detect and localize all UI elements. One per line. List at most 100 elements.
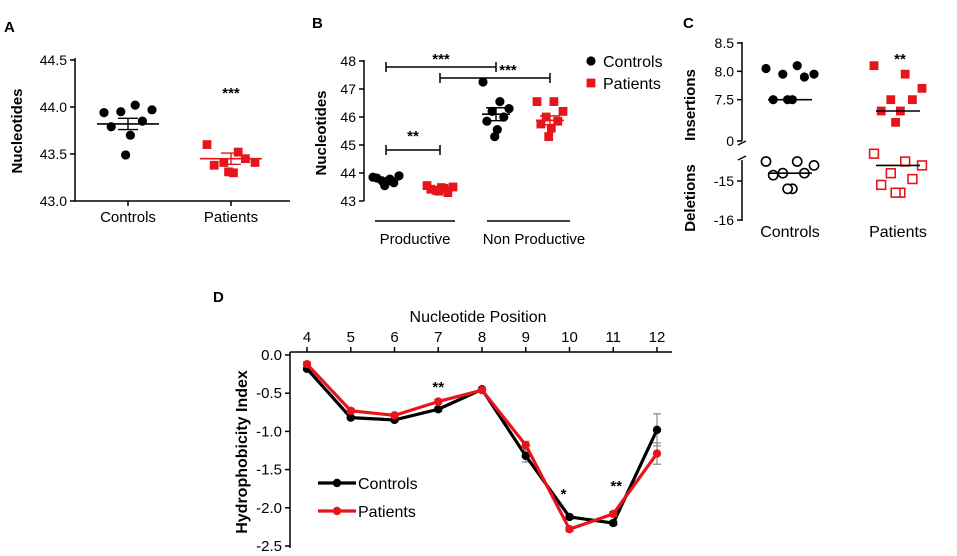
panel-d-point-controls bbox=[434, 405, 443, 414]
panel-c-deletion-point-patients bbox=[875, 179, 887, 191]
panel-label-a: A bbox=[4, 19, 15, 36]
panel-b-y-tick-label: 45 bbox=[340, 137, 356, 153]
panel-c-deletion-point-controls bbox=[760, 156, 772, 167]
panel-c-x-tick-label: Controls bbox=[760, 224, 820, 241]
panel-d-point-patients bbox=[434, 397, 443, 406]
panel-c-insertion-point-controls bbox=[792, 61, 802, 71]
panel-d-title: Nucleotide Position bbox=[410, 309, 547, 326]
panel-b-point-patients bbox=[549, 97, 559, 106]
panel-b-point-patients bbox=[541, 112, 551, 122]
panel-a-point-controls bbox=[99, 108, 109, 118]
panel-d-point-patients bbox=[477, 385, 487, 395]
panel-c-insertion-point-patients bbox=[886, 95, 896, 105]
panel-d-y-tick-label: -0.5 bbox=[256, 385, 282, 402]
panel-d-y-tick-label: -2.5 bbox=[256, 538, 282, 555]
panel-d-significance-label: ** bbox=[610, 478, 622, 495]
panel-c-axis-break bbox=[737, 155, 747, 161]
panel-d-x-tick-label: 4 bbox=[303, 329, 311, 346]
panel-c-bottom-y-tick-label: -15 bbox=[714, 173, 734, 189]
panel-b-point-controls bbox=[380, 181, 390, 191]
panel-a: A Nucleotides 43.0 43.5 44.0 44.5 Controls Pa… bbox=[4, 19, 290, 226]
panel-a-point-controls bbox=[125, 130, 135, 140]
panel-c-insertion-point-patients bbox=[908, 95, 917, 105]
panel-d-point-patients bbox=[390, 411, 399, 420]
panel-b-point-patients bbox=[443, 188, 453, 197]
panel-c-insertion-point-patients bbox=[900, 69, 910, 79]
panel-a-point-patients bbox=[209, 160, 219, 170]
panel-b-legend-label: Patients bbox=[603, 76, 661, 93]
panel-b-point-patients bbox=[536, 119, 546, 129]
panel-b-point-patients bbox=[546, 123, 556, 133]
panel-c-zero-tick-label: 0 bbox=[726, 133, 734, 149]
panel-d-point-patients bbox=[302, 359, 312, 369]
panel-b-point-patients bbox=[544, 132, 554, 141]
panel-c-insertion-point-patients bbox=[869, 61, 879, 71]
panel-a-x-tick-label: Controls bbox=[100, 209, 156, 226]
panel-b-point-controls bbox=[492, 125, 502, 135]
panel-b-point-controls bbox=[478, 77, 488, 87]
panel-c-insertion-point-controls bbox=[799, 72, 810, 82]
panel-b-significance-label: *** bbox=[432, 51, 450, 68]
panel-b-legend-marker-patients bbox=[586, 78, 596, 88]
panel-c-deletion-point-patients bbox=[868, 148, 880, 159]
panel-b-group-label: Non Productive bbox=[483, 231, 586, 248]
panel-c-insertion-point-controls bbox=[809, 69, 819, 79]
panel-d-x-tick-label: 9 bbox=[522, 329, 530, 346]
panel-a-x-tick-label: Patients bbox=[204, 209, 258, 226]
panel-c-axis-break bbox=[737, 140, 747, 146]
panel-b-point-controls bbox=[495, 97, 505, 107]
panel-b: B Nucleotides 43 44 45 46 47 48 Productive Non … bbox=[312, 15, 663, 248]
panel-c-top-y-tick-label: 7.5 bbox=[715, 92, 735, 108]
panel-label-d: D bbox=[213, 289, 224, 306]
panel-b-y-tick-label: 47 bbox=[340, 81, 356, 97]
panel-a-y-tick-label: 43.5 bbox=[40, 146, 67, 162]
panel-b-y-tick-label: 44 bbox=[340, 165, 356, 181]
panel-c-top-y-tick-label: 8.0 bbox=[715, 63, 735, 79]
panel-b-point-controls bbox=[504, 104, 514, 114]
panel-a-point-patients bbox=[202, 140, 212, 149]
panel-c-deletion-point-controls bbox=[767, 169, 779, 181]
panel-c-insertion-point-patients bbox=[891, 117, 900, 127]
panel-d-point-patients bbox=[609, 509, 618, 519]
panel-d-point-patients bbox=[565, 524, 574, 534]
panel-a-y-tick-label: 43.0 bbox=[40, 193, 67, 209]
panel-d-point-controls bbox=[565, 512, 574, 522]
panel-d-legend-label: Patients bbox=[358, 504, 416, 521]
panel-b-y-axis-title: Nucleotides bbox=[313, 90, 330, 175]
panel-b-significance-label: ** bbox=[407, 128, 419, 145]
panel-a-y-tick-label: 44.0 bbox=[40, 99, 67, 115]
panel-c-x-tick-label: Patients bbox=[869, 224, 927, 241]
panel-c-bottom-y-axis-title: Deletions bbox=[682, 164, 699, 232]
panel-d-x-tick-label: 11 bbox=[605, 329, 621, 346]
panel-c-insertion-point-patients bbox=[917, 83, 927, 93]
panel-d-point-controls bbox=[652, 425, 662, 435]
panel-label-c: C bbox=[683, 15, 694, 32]
panel-c-deletion-point-patients bbox=[890, 187, 901, 198]
panel-a-point-patients bbox=[233, 147, 243, 157]
panel-b-y-tick-label: 43 bbox=[340, 193, 356, 209]
panel-d-x-tick-label: 10 bbox=[561, 329, 578, 346]
panel-d-x-tick-label: 6 bbox=[390, 329, 398, 346]
panel-a-significance-label: *** bbox=[222, 85, 240, 102]
panel-a-point-patients bbox=[229, 168, 238, 178]
panel-d-y-tick-label: 0.0 bbox=[261, 347, 282, 364]
panel-b-legend-marker-controls bbox=[586, 56, 596, 66]
panel-d-x-tick-label: 12 bbox=[649, 329, 666, 346]
panel-d-point-patients bbox=[652, 449, 662, 458]
panel-c-deletion-point-patients bbox=[885, 168, 897, 179]
panel-c-bottom-y-tick-label: -16 bbox=[714, 212, 734, 228]
panel-a-point-controls bbox=[121, 150, 131, 160]
panel-d-point-patients bbox=[521, 440, 530, 450]
panel-b-y-tick-label: 48 bbox=[340, 53, 356, 69]
panel-c-deletion-point-patients bbox=[907, 173, 918, 185]
panel-b-point-patients bbox=[553, 116, 563, 126]
panel-d-y-tick-label: -1.0 bbox=[256, 423, 282, 440]
panel-b-point-patients bbox=[448, 182, 458, 192]
panel-d-y-tick-label: -2.0 bbox=[256, 500, 282, 517]
panel-d-point-patients bbox=[346, 406, 355, 415]
panel-c-deletion-point-controls bbox=[808, 159, 820, 171]
panel-a-point-controls bbox=[116, 107, 126, 117]
panel-c-deletion-point-patients bbox=[899, 156, 911, 167]
panel-d-significance-label: ** bbox=[432, 379, 444, 396]
panel-b-point-controls bbox=[490, 132, 500, 142]
